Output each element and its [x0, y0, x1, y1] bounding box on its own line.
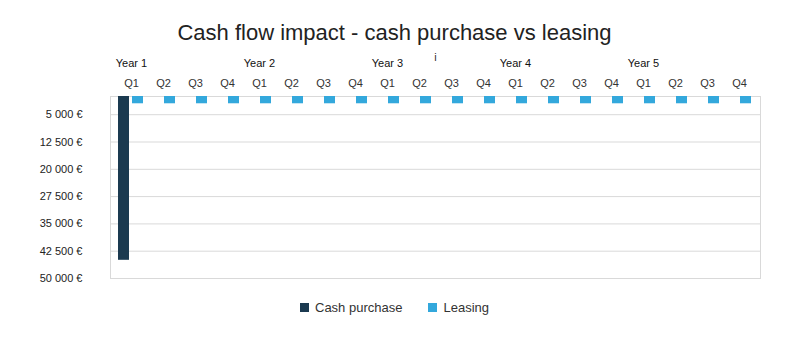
html-text:Cash flow impact - cash purcha: Cash flow impact - cash purchase vs leas… — [177, 20, 612, 45]
html-text:Cash purchase: Cash purchase — [315, 300, 403, 315]
svg-text:12 500 €: 12 500 € — [40, 136, 83, 148]
svg-text:Q1: Q1 — [508, 77, 523, 89]
svg-text:Q2: Q2 — [540, 77, 555, 89]
svg-text:Q2: Q2 — [156, 77, 171, 89]
svg-text:Q4: Q4 — [732, 77, 747, 89]
svg-text:5 000 €: 5 000 € — [46, 108, 83, 120]
svg-text:Year 1: Year 1 — [116, 57, 147, 69]
svg-text:27 500 €: 27 500 € — [40, 190, 83, 202]
svg-text:Q3: Q3 — [700, 77, 715, 89]
svg-text:Q1: Q1 — [380, 77, 395, 89]
svg-text:Q1: Q1 — [252, 77, 267, 89]
svg-text:35 000 €: 35 000 € — [40, 217, 83, 229]
svg-text:Q4: Q4 — [348, 77, 363, 89]
svg-text:Q2: Q2 — [412, 77, 427, 89]
svg-text:Q1: Q1 — [124, 77, 139, 89]
svg-text:20 000 €: 20 000 € — [40, 163, 83, 175]
svg-text:Q2: Q2 — [668, 77, 683, 89]
svg-text:Q4: Q4 — [220, 77, 235, 89]
svg-text:Q4: Q4 — [604, 77, 619, 89]
svg-text:42 500 €: 42 500 € — [40, 245, 83, 257]
svg-text:Year 4: Year 4 — [500, 57, 531, 69]
svg-text:50 000 €: 50 000 € — [40, 272, 83, 284]
svg-text:Q4: Q4 — [476, 77, 491, 89]
svg-text:Q3: Q3 — [188, 77, 203, 89]
html-text:Leasing: Leasing — [443, 300, 489, 315]
svg-text:i: i — [434, 51, 436, 63]
svg-text:Q3: Q3 — [572, 77, 587, 89]
svg-text:Q1: Q1 — [636, 77, 651, 89]
svg-text:Year 2: Year 2 — [244, 57, 275, 69]
svg-text:Q2: Q2 — [284, 77, 299, 89]
svg-text:Year 5: Year 5 — [628, 57, 659, 69]
svg-text:Q3: Q3 — [316, 77, 331, 89]
svg-text:Q3: Q3 — [444, 77, 459, 89]
svg-text:Year 3: Year 3 — [372, 57, 403, 69]
